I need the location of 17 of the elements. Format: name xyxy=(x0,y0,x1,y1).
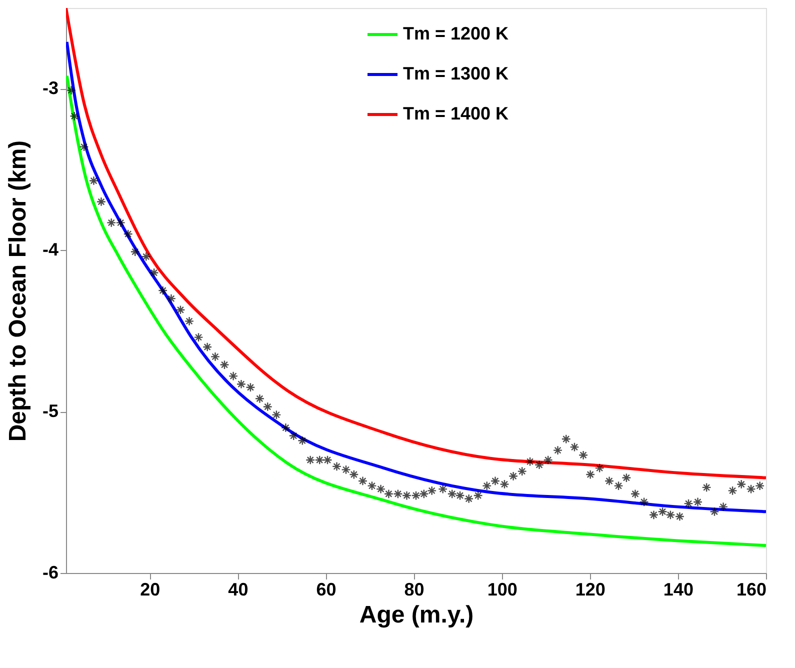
x-tick-label: 80 xyxy=(404,580,424,600)
legend-label: Tm = 1400 K xyxy=(403,104,509,124)
x-tick-label: 100 xyxy=(487,580,518,600)
y-tick-label: -5 xyxy=(42,401,58,422)
y-tick-label: -3 xyxy=(42,78,58,98)
y-axis-title: Depth to Ocean Floor (km) xyxy=(4,140,32,442)
x-tick-label: 40 xyxy=(228,580,248,600)
x-tick-label: 20 xyxy=(140,580,160,600)
x-tick-label: 120 xyxy=(575,580,606,600)
x-tick-label: 140 xyxy=(663,580,694,600)
x-tick-label: 160 xyxy=(736,580,766,600)
y-tick-label: -4 xyxy=(42,240,58,260)
x-axis-title: Age (m.y.) xyxy=(359,602,474,628)
x-tick-label: 60 xyxy=(316,580,336,600)
y-tick-label: -6 xyxy=(42,562,58,582)
legend-label: Tm = 1300 K xyxy=(403,64,509,84)
legend-label: Tm = 1200 K xyxy=(403,24,509,44)
